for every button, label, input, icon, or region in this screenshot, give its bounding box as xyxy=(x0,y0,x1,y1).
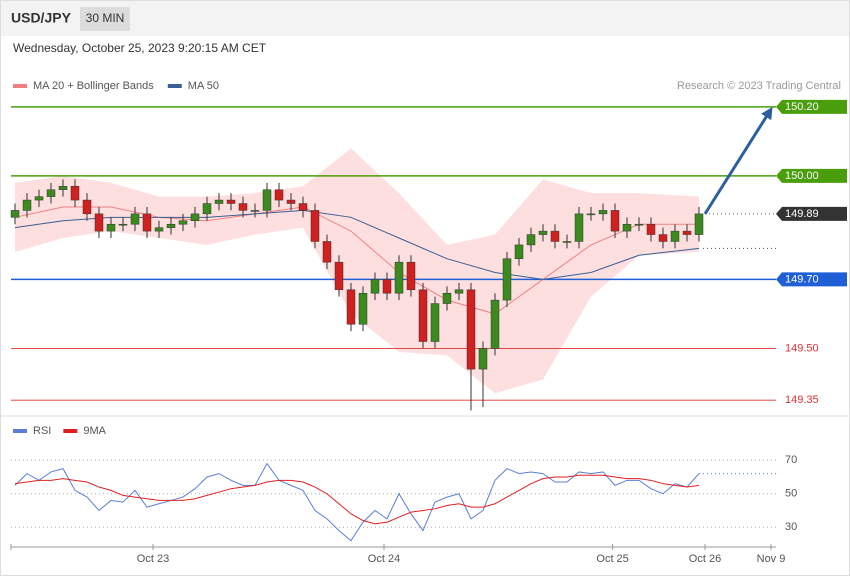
x-tick-label: Nov 9 xyxy=(757,553,786,565)
candle-body xyxy=(406,261,416,291)
candle-body xyxy=(46,189,56,197)
y-tick-label: 70 xyxy=(785,454,797,466)
y-tick-label: 30 xyxy=(785,521,797,533)
candle-body xyxy=(418,289,428,342)
forecast-arrow xyxy=(703,106,773,215)
level-label: 149.35 xyxy=(785,394,819,406)
level-label: 150.00 xyxy=(785,170,819,182)
candle-body xyxy=(154,227,164,232)
x-tick-label: Oct 24 xyxy=(368,553,400,565)
candle-body xyxy=(106,223,116,232)
candle-body xyxy=(298,203,308,211)
legend-swatch xyxy=(63,429,78,433)
level-box xyxy=(776,272,847,287)
interval: 30 MIN xyxy=(86,11,125,25)
candle-body xyxy=(226,199,236,204)
candle-body xyxy=(562,241,572,243)
candle-body xyxy=(286,199,296,204)
y-tick-label: 50 xyxy=(785,488,797,500)
candle-body xyxy=(586,213,596,216)
candle-body xyxy=(514,244,524,259)
candle-body xyxy=(190,213,200,222)
candle-body xyxy=(178,220,188,225)
datetime: Wednesday, October 25, 2023 9:20:15 AM C… xyxy=(13,41,267,55)
candle-body xyxy=(34,196,44,201)
candle-body xyxy=(526,234,536,246)
candle-body xyxy=(538,230,548,235)
candle-body xyxy=(22,199,32,211)
level-label: 149.70 xyxy=(785,273,819,285)
legend-label: MA 50 xyxy=(188,80,219,92)
candle-body xyxy=(142,213,152,232)
level-box xyxy=(776,168,847,183)
candle-body xyxy=(430,303,440,342)
x-tick-label: Oct 23 xyxy=(137,553,169,565)
candle-body xyxy=(214,199,224,204)
candle-body xyxy=(502,258,512,301)
legend-swatch xyxy=(13,429,27,433)
candle-body xyxy=(58,186,68,190)
candle-body xyxy=(310,210,320,242)
candle-body xyxy=(454,289,464,294)
candle-body xyxy=(82,199,92,215)
candle-body xyxy=(490,299,500,349)
interval-box xyxy=(80,7,130,31)
candle-body xyxy=(130,213,140,225)
moving-average xyxy=(14,209,700,280)
candle-body xyxy=(442,292,452,304)
candle-body xyxy=(118,223,128,226)
legend-swatch xyxy=(13,84,27,88)
candle-body xyxy=(10,210,20,218)
level-box xyxy=(776,99,847,114)
candle-body xyxy=(262,189,272,211)
candle-body xyxy=(274,189,284,201)
candle-body xyxy=(322,241,332,263)
legend-swatch xyxy=(167,84,182,88)
candle-body xyxy=(334,261,344,291)
symbol: USD/JPY xyxy=(11,10,72,26)
candle-body xyxy=(610,210,620,232)
candle-body xyxy=(370,279,380,294)
candle-body xyxy=(646,223,656,235)
bollinger-band xyxy=(15,148,699,394)
candle-body xyxy=(550,230,560,242)
level-label: 150.20 xyxy=(785,101,819,113)
candle-body xyxy=(574,213,584,242)
candle-body xyxy=(346,289,356,325)
header-bar xyxy=(1,1,849,36)
level-label: 149.89 xyxy=(785,208,819,220)
candle-body xyxy=(358,292,368,325)
candle-body xyxy=(670,230,680,242)
candle-body xyxy=(70,186,80,201)
candle-body xyxy=(694,213,704,235)
candle-body xyxy=(238,203,248,211)
candle-body xyxy=(94,213,104,232)
level-label: 149.50 xyxy=(785,342,819,354)
legend-label: RSI xyxy=(33,425,51,437)
legend-label: MA 20 + Bollinger Bands xyxy=(33,80,154,92)
moving-average xyxy=(14,206,699,315)
candle-body xyxy=(634,223,644,226)
candle-body xyxy=(478,348,488,370)
candle-body xyxy=(382,279,392,294)
credit: Research © 2023 Trading Central xyxy=(677,80,841,92)
candle-body xyxy=(394,261,404,294)
legend-label: 9MA xyxy=(83,425,106,437)
rsi-line xyxy=(14,474,700,525)
x-tick-label: Oct 25 xyxy=(596,553,628,565)
candle-body xyxy=(166,223,176,228)
candle-body xyxy=(466,289,476,370)
level-box xyxy=(776,206,847,221)
candle-body xyxy=(598,210,608,215)
candle-body xyxy=(250,210,260,212)
candle-body xyxy=(682,230,692,235)
x-tick-label: Oct 26 xyxy=(689,553,721,565)
candle-body xyxy=(658,234,668,242)
candle-body xyxy=(622,223,632,232)
candle-body xyxy=(202,203,212,215)
